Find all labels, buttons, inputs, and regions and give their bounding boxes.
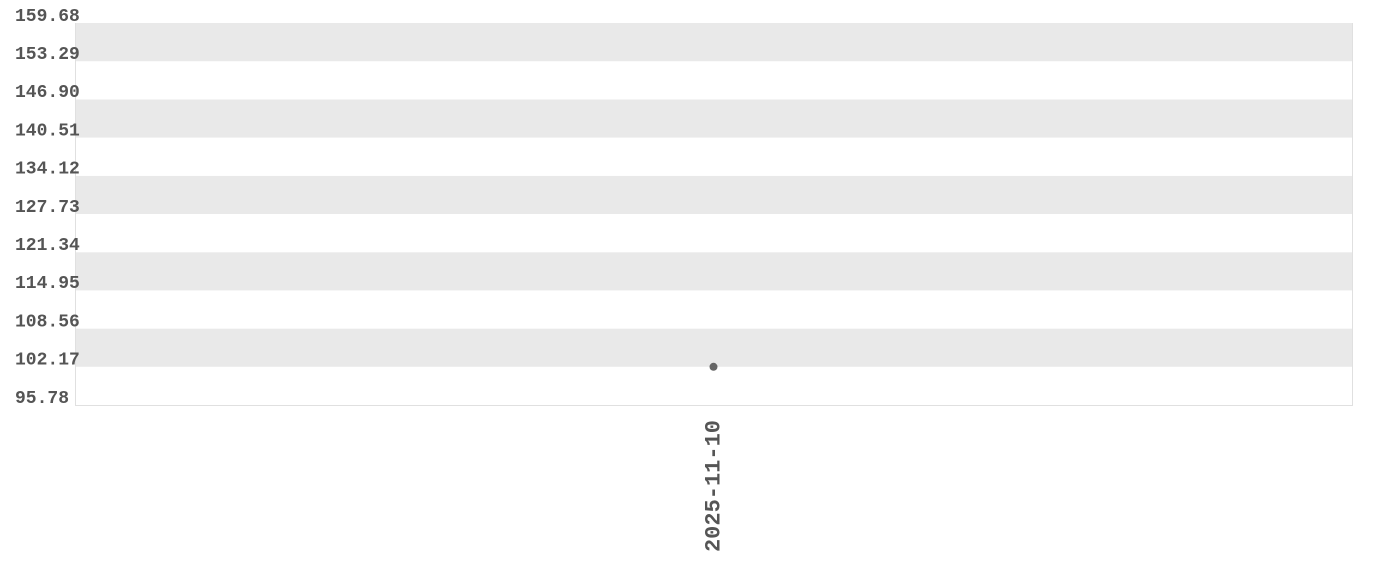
grid-band	[76, 61, 1352, 100]
grid	[76, 23, 1352, 405]
grid-band	[76, 137, 1352, 176]
y-tick-label: 121.34	[15, 236, 80, 256]
grid-band	[76, 99, 1352, 138]
grid-band	[76, 252, 1352, 291]
y-tick-label: 102.17	[15, 351, 80, 371]
y-tick-label: 146.90	[15, 83, 80, 103]
grid-band	[76, 328, 1352, 367]
x-tick-label: 2025-11-10	[701, 420, 726, 552]
data-point	[709, 362, 718, 371]
y-tick-label: 159.68	[15, 7, 80, 27]
y-tick-label: 108.56	[15, 312, 80, 332]
y-tick-label: 127.73	[15, 198, 80, 218]
grid-band	[76, 214, 1352, 253]
y-tick-label: 95.78	[15, 389, 69, 409]
grid-band	[76, 290, 1352, 329]
grid-band	[76, 366, 1352, 405]
grid-band	[76, 23, 1352, 62]
y-tick-label: 134.12	[15, 160, 80, 180]
y-tick-label: 114.95	[15, 274, 80, 294]
grid-band	[76, 175, 1352, 214]
y-tick-label: 140.51	[15, 121, 80, 141]
y-tick-label: 153.29	[15, 45, 80, 65]
